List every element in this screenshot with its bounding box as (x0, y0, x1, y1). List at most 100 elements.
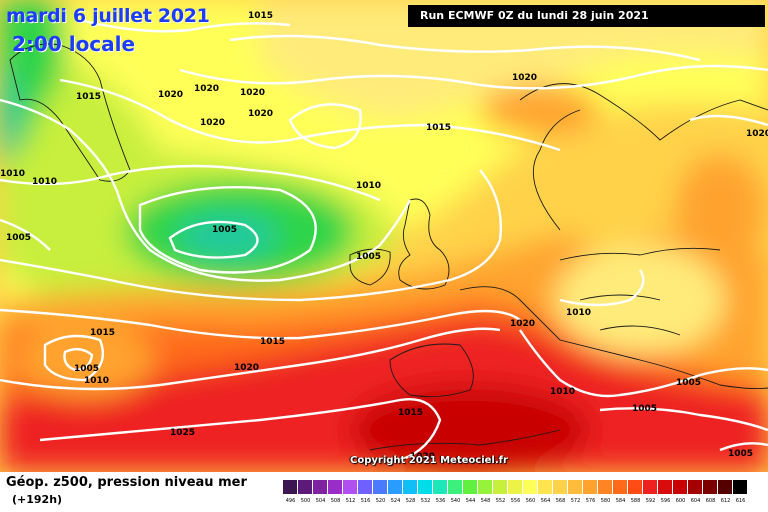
scale-value-label: 596 (660, 498, 671, 504)
isobar-label: 1020 (234, 363, 260, 373)
scale-value-label: 604 (690, 498, 701, 504)
isobar-label: 1005 (632, 404, 658, 414)
scale-swatch (328, 480, 343, 494)
legend-footer: Géop. z500, pression niveau mer (+192h) … (0, 472, 768, 512)
isobar-label: 1015 (76, 92, 102, 102)
scale-value-label: 572 (570, 498, 581, 504)
field-band-greencore (0, 60, 21, 160)
field-band-greencore (178, 214, 278, 258)
color-scale (283, 480, 748, 494)
scale-swatch (718, 480, 733, 494)
scale-value-label: 512 (345, 498, 356, 504)
isobar-label: 1015 (248, 11, 274, 21)
scale-swatch (703, 480, 718, 494)
field-band-lightyellow (555, 245, 725, 355)
scale-value-label: 496 (285, 498, 296, 504)
field-band-orange (675, 155, 765, 265)
isobars (0, 18, 768, 462)
isobar-label: 1005 (74, 364, 100, 374)
isobar-label: 1015 (90, 328, 116, 338)
isobar-label: 1005 (676, 378, 702, 388)
run-info-banner: Run ECMWF 0Z du lundi 28 juin 2021 (408, 5, 765, 27)
field-band-lightyellow (260, 0, 768, 120)
isobar-label: 1020 (512, 73, 538, 83)
scale-swatch (448, 480, 463, 494)
scale-swatch (433, 480, 448, 494)
scale-value-label: 500 (300, 498, 311, 504)
scale-value-label: 612 (720, 498, 731, 504)
isobar-label: 1005 (728, 449, 754, 459)
scale-swatch (508, 480, 523, 494)
scale-value-label: 532 (420, 498, 431, 504)
scale-swatch (643, 480, 658, 494)
isobar-label: 1020 (200, 118, 226, 128)
isobar-label: 1010 (0, 169, 26, 179)
forecast-time-title: 2:00 locale (12, 32, 136, 56)
isobar-label: 1015 (426, 123, 452, 133)
scale-swatch (688, 480, 703, 494)
isobar-label: 1020 (746, 129, 768, 139)
lead-time: (+192h) (12, 493, 63, 506)
scale-swatch (403, 480, 418, 494)
scale-value-label: 600 (675, 498, 686, 504)
isobar-label: 1020 (158, 90, 184, 100)
geopotential-field (0, 0, 768, 472)
scale-value-label: 588 (630, 498, 641, 504)
scale-value-label: 536 (435, 498, 446, 504)
scale-swatch (658, 480, 673, 494)
field-band-lightorange (550, 130, 670, 250)
parameter-title: Géop. z500, pression niveau mer (6, 475, 247, 490)
isobar-label: 1020 (410, 452, 436, 462)
isobar-label: 1005 (356, 252, 382, 262)
scale-swatch (283, 480, 298, 494)
scale-swatch (298, 480, 313, 494)
isobar-label: 1020 (510, 319, 536, 329)
scale-swatch (358, 480, 373, 494)
scale-value-label: 608 (705, 498, 716, 504)
scale-value-label: 584 (615, 498, 626, 504)
scale-value-label: 580 (600, 498, 611, 504)
scale-swatch (313, 480, 328, 494)
scale-value-label: 564 (540, 498, 551, 504)
isobar-label: 1020 (248, 109, 274, 119)
scale-swatch (478, 480, 493, 494)
scale-swatch (343, 480, 358, 494)
field-band-darkred (350, 385, 590, 472)
scale-value-label: 548 (480, 498, 491, 504)
scale-swatch (463, 480, 478, 494)
scale-swatch (583, 480, 598, 494)
scale-swatch (613, 480, 628, 494)
isobar-label: 1010 (84, 376, 110, 386)
scale-value-label: 504 (315, 498, 326, 504)
scale-swatch (388, 480, 403, 494)
isobar-label: 1010 (356, 181, 382, 191)
isobar-label: 1020 (194, 84, 220, 94)
scale-value-label: 524 (390, 498, 401, 504)
forecast-date-title: mardi 6 juillet 2021 (6, 5, 210, 27)
scale-value-label: 544 (465, 498, 476, 504)
scale-value-label: 508 (330, 498, 341, 504)
isobar-label: 1010 (566, 308, 592, 318)
scale-swatch (553, 480, 568, 494)
isobar-label: 1010 (550, 387, 576, 397)
color-scale-labels: 496 500 504 508 512 516 520 524 528 532 536 540 544 5… (283, 498, 748, 504)
scale-value-label: 528 (405, 498, 416, 504)
scale-swatch (373, 480, 388, 494)
scale-value-label: 576 (585, 498, 596, 504)
scale-value-label: 520 (375, 498, 386, 504)
isobar-label: 1015 (260, 337, 286, 347)
scale-swatch (523, 480, 538, 494)
field-band-orange (480, 85, 600, 135)
scale-value-label: 556 (510, 498, 521, 504)
copyright-notice: Copyright 2021 Meteociel.fr (350, 455, 508, 466)
scale-swatch (733, 480, 748, 494)
isobar-label: 1005 (212, 225, 238, 235)
scale-swatch (493, 480, 508, 494)
scale-value-label: 516 (360, 498, 371, 504)
scale-value-label: 560 (525, 498, 536, 504)
scale-value-label: 540 (450, 498, 461, 504)
isobar-label: 1005 (6, 233, 32, 243)
isobar-label: 1015 (398, 408, 424, 418)
coastlines (9, 43, 768, 451)
scale-swatch (418, 480, 433, 494)
